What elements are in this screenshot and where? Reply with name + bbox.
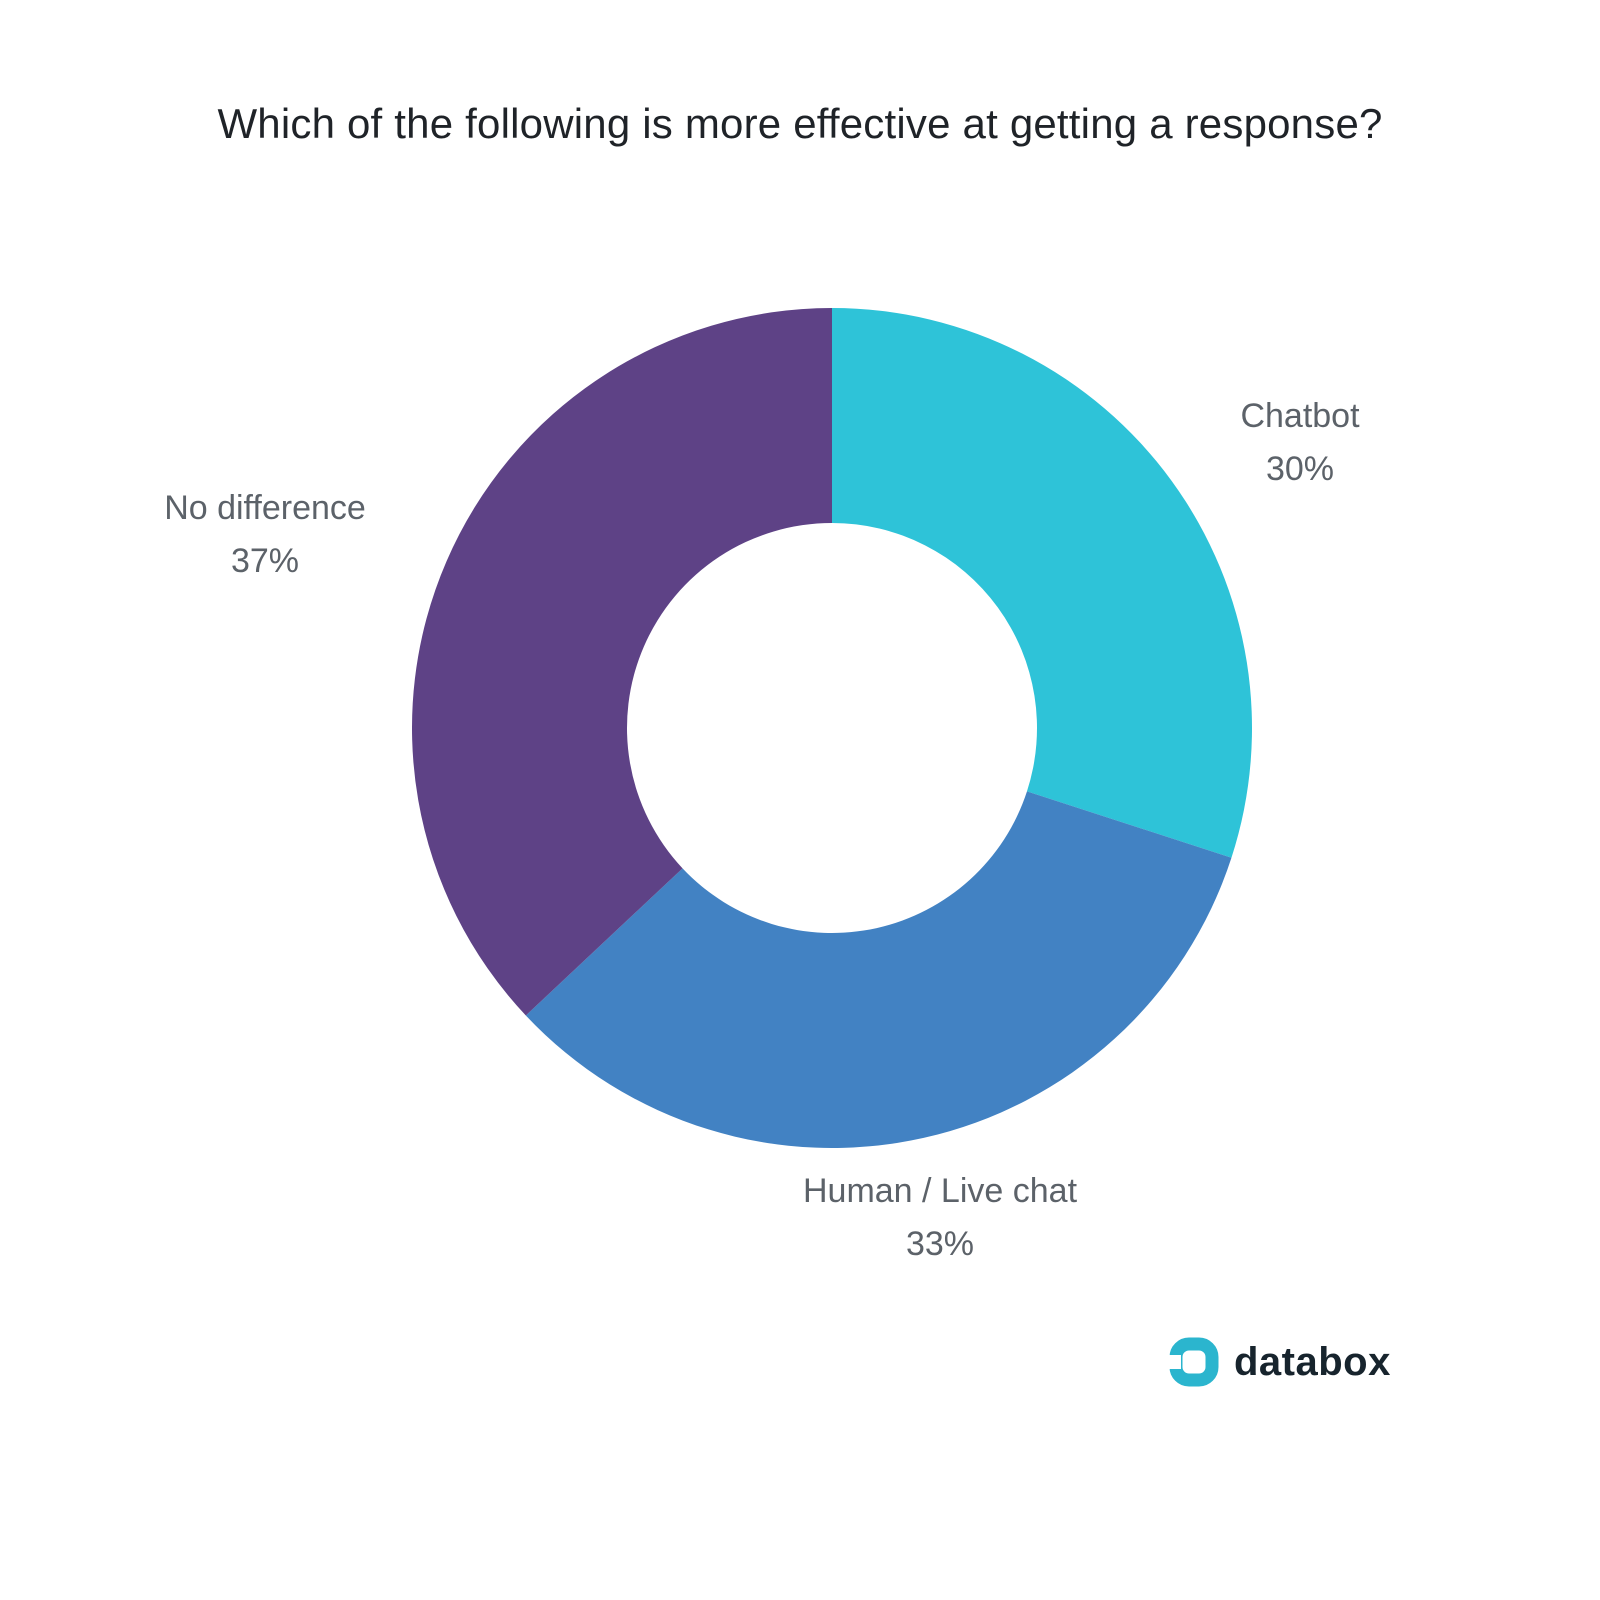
slice-label-chatbot: Chatbot 30% — [1170, 390, 1430, 495]
chart-title: Which of the following is more effective… — [217, 100, 1383, 147]
donut-chart — [412, 308, 1252, 1148]
donut-slice-no-difference — [412, 308, 832, 1016]
slice-label-chatbot-name: Chatbot — [1240, 397, 1360, 435]
donut-slice-chatbot — [832, 308, 1252, 858]
slice-label-no-difference: No difference 37% — [110, 482, 420, 587]
slice-label-chatbot-pct: 30% — [1265, 449, 1335, 488]
databox-logo-icon — [1168, 1337, 1219, 1387]
slice-label-human-live-chat-name: Human / Live chat — [802, 1172, 1078, 1210]
donut-chart-svg — [412, 308, 1252, 1148]
donut-slice-human-live-chat — [525, 791, 1232, 1148]
slice-label-no-difference-name: No difference — [164, 489, 366, 527]
databox-logo: databox — [1168, 1336, 1391, 1388]
databox-logo-text: databox — [1234, 1339, 1391, 1384]
slice-label-human-live-chat-pct: 33% — [905, 1224, 975, 1263]
slice-label-human-live-chat: Human / Live chat 33% — [720, 1165, 1160, 1270]
slice-label-no-difference-pct: 37% — [230, 541, 300, 580]
